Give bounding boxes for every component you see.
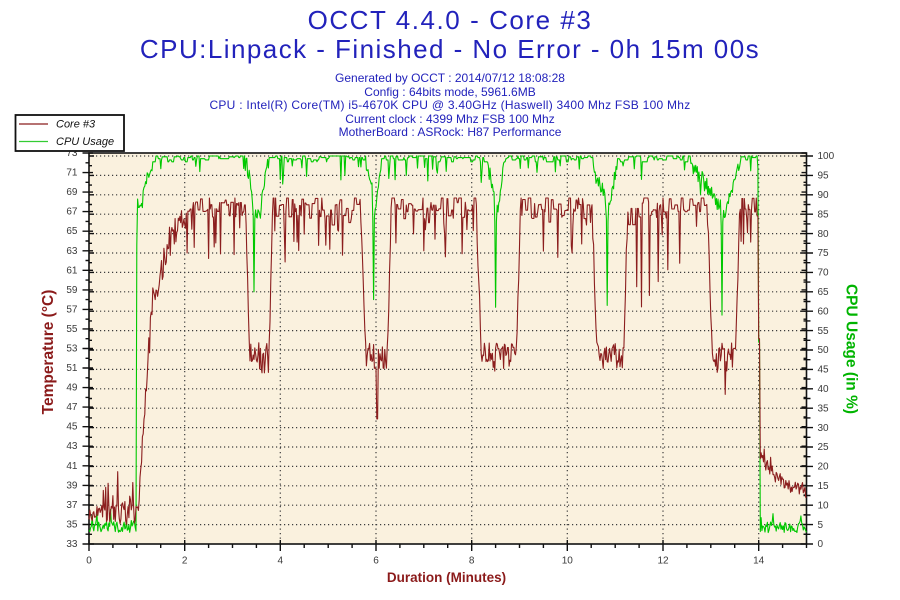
svg-text:0: 0: [86, 556, 92, 567]
svg-text:37: 37: [66, 500, 78, 511]
svg-text:67: 67: [66, 207, 78, 218]
svg-text:65: 65: [818, 287, 830, 298]
svg-text:20: 20: [818, 462, 830, 473]
svg-text:60: 60: [818, 306, 830, 317]
svg-text:14: 14: [753, 556, 765, 567]
svg-text:59: 59: [66, 285, 78, 296]
svg-text:47: 47: [66, 402, 78, 413]
svg-text:41: 41: [66, 461, 78, 472]
svg-text:5: 5: [818, 520, 824, 531]
svg-text:39: 39: [66, 480, 78, 491]
svg-text:61: 61: [66, 265, 78, 276]
svg-text:33: 33: [66, 539, 78, 550]
svg-text:70: 70: [818, 268, 830, 279]
svg-text:10: 10: [562, 556, 574, 567]
svg-text:73: 73: [66, 148, 78, 159]
svg-text:90: 90: [818, 190, 830, 201]
svg-text:45: 45: [66, 422, 78, 433]
svg-text:Core #3: Core #3: [56, 119, 96, 131]
svg-text:Temperature (°C): Temperature (°C): [40, 290, 57, 415]
svg-text:Duration (Minutes): Duration (Minutes): [387, 570, 506, 585]
svg-text:25: 25: [818, 442, 830, 453]
svg-text:75: 75: [818, 248, 830, 259]
svg-text:43: 43: [66, 441, 78, 452]
svg-text:85: 85: [818, 209, 830, 220]
svg-text:69: 69: [66, 187, 78, 198]
svg-text:49: 49: [66, 383, 78, 394]
svg-text:4: 4: [278, 556, 284, 567]
svg-text:80: 80: [818, 229, 830, 240]
svg-text:55: 55: [818, 326, 830, 337]
svg-text:CPU Usage: CPU Usage: [56, 136, 114, 148]
svg-text:CPU Usage (in %): CPU Usage (in %): [843, 284, 860, 414]
svg-text:65: 65: [66, 226, 78, 237]
svg-text:8: 8: [469, 556, 475, 567]
svg-text:12: 12: [657, 556, 669, 567]
svg-text:50: 50: [818, 345, 830, 356]
svg-text:30: 30: [818, 423, 830, 434]
svg-text:0: 0: [818, 539, 824, 550]
svg-text:35: 35: [66, 520, 78, 531]
svg-text:15: 15: [818, 481, 830, 492]
svg-text:51: 51: [66, 363, 78, 374]
svg-text:2: 2: [182, 556, 188, 567]
svg-text:95: 95: [818, 171, 830, 182]
svg-text:71: 71: [66, 168, 78, 179]
svg-text:53: 53: [66, 344, 78, 355]
svg-text:100: 100: [818, 151, 835, 162]
svg-text:45: 45: [818, 365, 830, 376]
svg-text:63: 63: [66, 246, 78, 257]
svg-text:40: 40: [818, 384, 830, 395]
svg-text:55: 55: [66, 324, 78, 335]
svg-text:57: 57: [66, 304, 78, 315]
svg-text:6: 6: [373, 556, 379, 567]
svg-text:35: 35: [818, 403, 830, 414]
svg-text:10: 10: [818, 500, 830, 511]
